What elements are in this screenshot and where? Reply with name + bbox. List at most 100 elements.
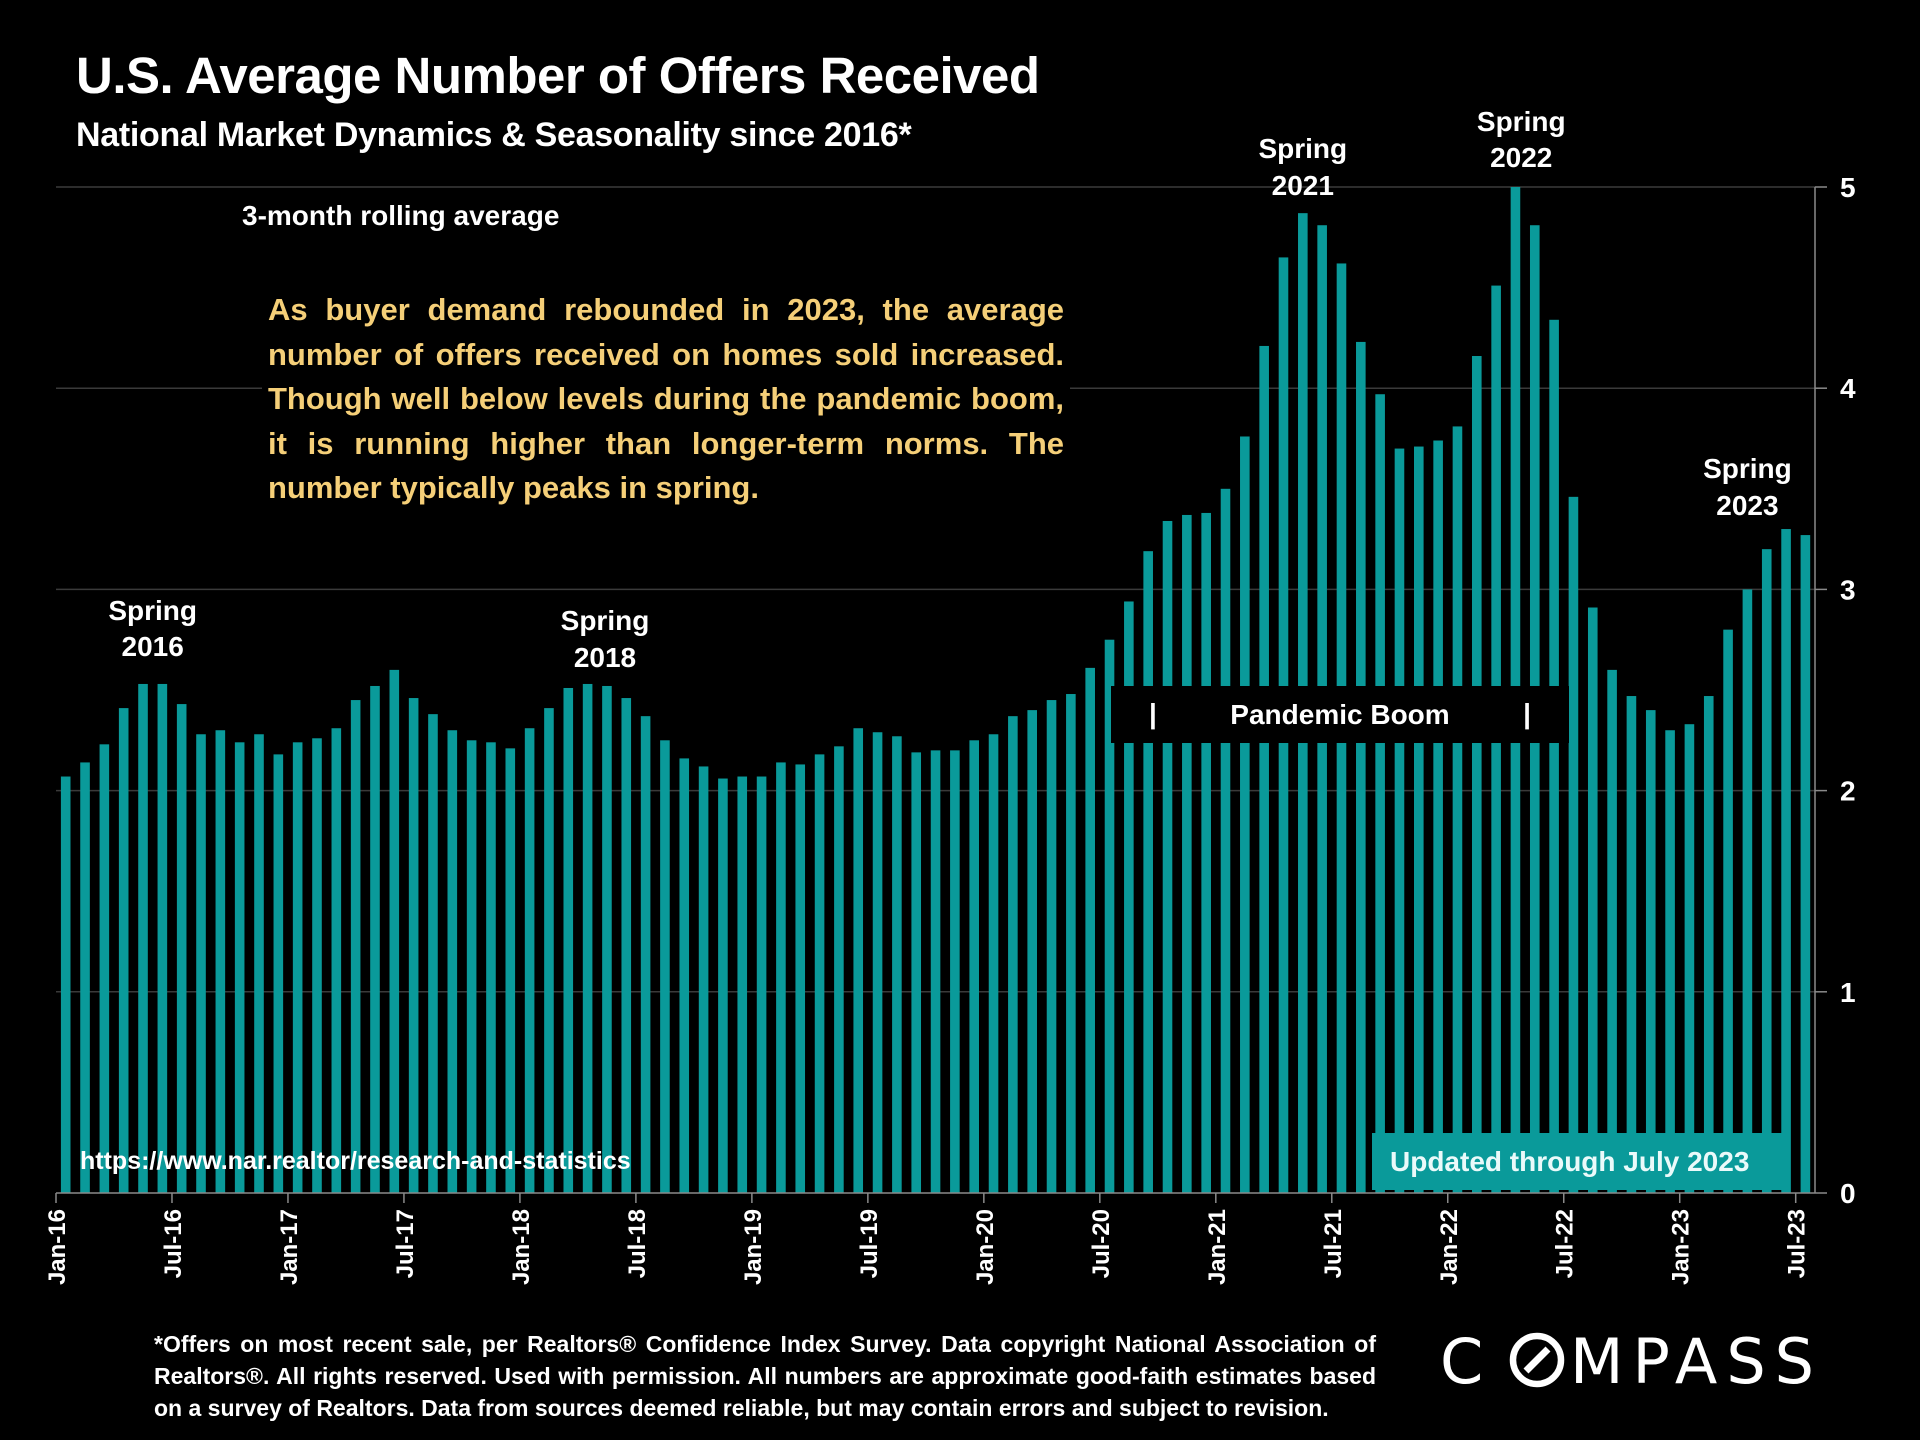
bar xyxy=(99,744,110,1193)
bar xyxy=(853,728,864,1193)
bar xyxy=(582,683,593,1193)
bar xyxy=(350,700,361,1193)
footnote: *Offers on most recent sale, per Realtor… xyxy=(154,1331,1376,1421)
bar xyxy=(1452,426,1463,1194)
spring-label-line1: Spring xyxy=(108,595,197,626)
bar xyxy=(312,738,322,1193)
spring-label-year: 2023 xyxy=(1716,490,1778,521)
compass-logo-text: C xyxy=(1440,1330,1492,1390)
x-tick-label: Jan-19 xyxy=(740,1209,767,1285)
y-tick-label: 2 xyxy=(1840,776,1856,807)
spring-label-line1: Spring xyxy=(561,605,650,636)
x-tick-label: Jul-18 xyxy=(624,1209,651,1278)
bar xyxy=(1433,440,1443,1194)
bar xyxy=(486,742,496,1193)
x-tick-label: Jul-22 xyxy=(1552,1209,1579,1278)
bar xyxy=(1684,724,1695,1193)
bar xyxy=(1549,319,1559,1193)
bar xyxy=(1587,607,1598,1193)
x-tick-label: Jan-17 xyxy=(276,1209,303,1285)
bar xyxy=(756,776,767,1193)
x-tick-label: Jan-16 xyxy=(44,1209,71,1285)
axes xyxy=(55,186,1827,1203)
bar xyxy=(930,750,941,1193)
source-url[interactable]: https://www.nar.realtor/research-and-sta… xyxy=(80,1147,631,1175)
bars xyxy=(60,187,1811,1194)
bar xyxy=(408,698,419,1193)
x-tick-label: Jan-23 xyxy=(1668,1209,1695,1285)
bar xyxy=(254,734,264,1193)
bar xyxy=(1414,446,1424,1194)
bar xyxy=(563,687,574,1193)
bar xyxy=(196,734,206,1193)
bar xyxy=(698,766,709,1193)
spring-label-year: 2016 xyxy=(122,631,184,662)
bar xyxy=(1162,520,1173,1193)
bracket-right: | xyxy=(1523,698,1531,729)
bar xyxy=(466,740,477,1193)
y-tick-label: 1 xyxy=(1840,977,1856,1008)
compass-logo-icon xyxy=(1509,1332,1565,1388)
bar xyxy=(621,698,632,1193)
bar xyxy=(215,730,226,1193)
bar xyxy=(1471,356,1482,1193)
bar xyxy=(737,776,748,1193)
bar xyxy=(1568,496,1579,1193)
bar xyxy=(1703,696,1714,1193)
bar xyxy=(1027,710,1037,1193)
bar xyxy=(1182,514,1192,1193)
bar xyxy=(1066,694,1076,1193)
y-tick-label: 3 xyxy=(1840,574,1856,605)
bar xyxy=(1143,551,1153,1193)
x-tick-label: Jan-22 xyxy=(1436,1209,1463,1285)
bar xyxy=(1723,629,1733,1193)
bar xyxy=(505,748,516,1193)
spring-labels: Spring 2016 Spring 2018 Spring 2021 Spring 2022… xyxy=(108,106,1791,673)
spring-label-line1: Spring xyxy=(1258,133,1347,164)
bar xyxy=(1220,488,1231,1193)
bar xyxy=(1742,589,1753,1193)
bar xyxy=(1104,639,1115,1193)
pandemic-boom-label: Pandemic Boom xyxy=(1230,698,1450,730)
x-tick-label: Jul-21 xyxy=(1320,1209,1347,1278)
x-tick-label: Jan-21 xyxy=(1204,1209,1231,1285)
bar xyxy=(679,758,690,1193)
bar xyxy=(331,728,342,1193)
y-tick-labels: 0 1 2 3 4 5 xyxy=(1840,172,1856,1209)
bar xyxy=(1259,345,1269,1193)
bar xyxy=(834,746,844,1193)
compass-logo: C MPASS xyxy=(1440,1330,1823,1390)
bar xyxy=(524,728,535,1193)
bar xyxy=(911,752,922,1193)
bar xyxy=(60,776,71,1193)
x-tick-label: Jul-17 xyxy=(392,1209,419,1278)
spring-label-year: 2022 xyxy=(1490,142,1552,173)
bar xyxy=(80,762,90,1193)
bar xyxy=(1645,710,1656,1193)
bar xyxy=(602,685,612,1193)
bar xyxy=(1356,341,1366,1193)
commentary-note: As buyer demand rebounded in 2023, the a… xyxy=(262,284,1070,515)
chart-subtitle: National Market Dynamics & Seasonality s… xyxy=(76,116,912,154)
bar xyxy=(389,669,400,1193)
bar xyxy=(234,742,245,1193)
rolling-average-label: 3-month rolling average xyxy=(236,196,566,236)
spring-label-line1: Spring xyxy=(1477,106,1566,137)
x-tick-label: Jul-20 xyxy=(1088,1209,1115,1278)
x-tick-label: Jan-20 xyxy=(972,1209,999,1285)
chart-title: U.S. Average Number of Offers Received xyxy=(76,47,1040,104)
y-tick-label: 4 xyxy=(1840,373,1856,404)
bar xyxy=(892,736,902,1193)
compass-logo-text-rest: MPASS xyxy=(1570,1330,1823,1390)
pandemic-boom-label-box: | Pandemic Boom | xyxy=(1111,686,1569,743)
bar xyxy=(988,734,999,1193)
spring-label-line1: Spring xyxy=(1703,453,1792,484)
bar xyxy=(1046,700,1057,1193)
bar xyxy=(544,708,554,1193)
bar xyxy=(872,732,883,1193)
bar xyxy=(273,754,284,1193)
bar xyxy=(814,754,825,1193)
bar xyxy=(969,740,980,1193)
bar xyxy=(176,704,187,1193)
x-tick-label: Jul-19 xyxy=(856,1209,883,1278)
